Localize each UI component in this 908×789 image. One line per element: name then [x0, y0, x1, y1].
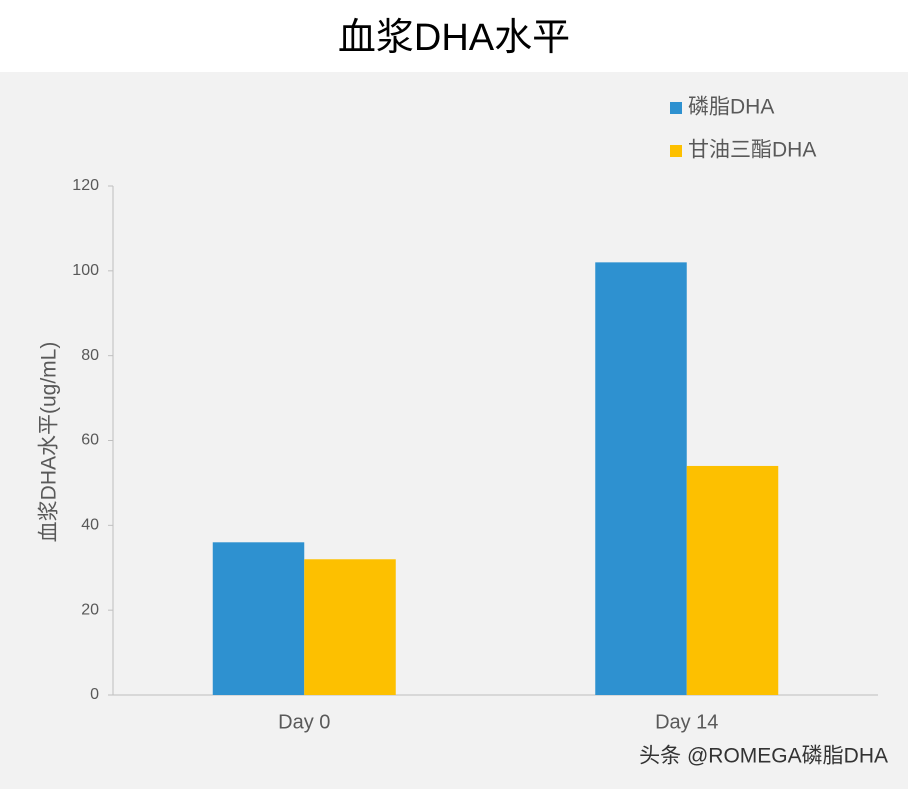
- y-tick-label: 0: [90, 686, 99, 703]
- y-tick-label: 120: [72, 177, 99, 194]
- y-axis-label: 血浆DHA水平(ug/mL): [38, 342, 61, 543]
- bar: [686, 465, 779, 695]
- legend-swatch: [670, 102, 682, 114]
- y-tick-label: 80: [81, 347, 99, 364]
- bar: [212, 542, 305, 695]
- bar: [304, 559, 396, 695]
- y-tick-label: 40: [81, 517, 99, 534]
- legend-swatch: [670, 145, 682, 157]
- legend-label: 甘油三酯DHA: [688, 139, 816, 162]
- x-tick-label: Day 0: [278, 711, 330, 733]
- watermark: 头条 @ROMEGA磷脂DHA: [639, 745, 888, 768]
- y-tick-label: 100: [72, 262, 99, 279]
- y-tick-label: 60: [81, 432, 99, 449]
- legend-label: 磷脂DHA: [688, 96, 774, 119]
- y-tick-label: 20: [81, 601, 99, 618]
- chart-title: 血浆DHA水平: [338, 17, 570, 59]
- x-tick-label: Day 14: [655, 711, 718, 733]
- bar: [595, 262, 687, 695]
